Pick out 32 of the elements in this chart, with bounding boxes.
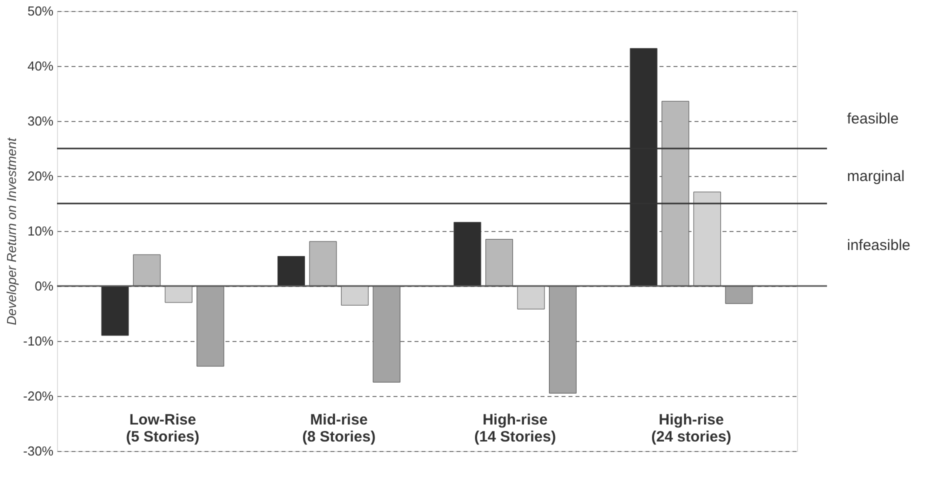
text: marginal (847, 168, 905, 185)
y-tick-label: 30% (27, 114, 54, 128)
bar (133, 254, 161, 286)
y-tick-label: -10% (23, 334, 54, 348)
x-tick-label: Mid-rise (8 Stories) (302, 411, 376, 446)
x-tick-label: High-rise (24 stories) (651, 411, 732, 446)
y-tick-label: 20% (27, 168, 54, 184)
x-tick-label: Low-Rise (5 Stories) (126, 411, 200, 446)
bar (725, 286, 753, 304)
y-tick-label: 40% (27, 58, 54, 74)
bar (517, 286, 545, 310)
x-tick-label: High-rise (14 Stories) (474, 411, 556, 446)
bar (485, 239, 513, 286)
bar (101, 286, 129, 336)
y-axis-title: Developer Return on Investment (4, 136, 20, 326)
bar (164, 286, 192, 303)
y-tick-label: -30% (23, 444, 54, 458)
text: infeasible (847, 236, 910, 254)
bar (454, 222, 482, 286)
y-tick-label: 10% (27, 224, 54, 238)
bar (549, 286, 577, 394)
bar (196, 286, 224, 367)
bar (372, 286, 400, 382)
text: feasible (847, 110, 899, 128)
y-tick-label: 0% (34, 278, 54, 294)
bar (309, 241, 337, 286)
bar (693, 192, 721, 286)
y-tick-label: -20% (23, 388, 54, 404)
bar (277, 256, 305, 286)
y-tick-label: 50% (27, 4, 54, 18)
bar (341, 286, 369, 306)
bar (662, 100, 690, 286)
